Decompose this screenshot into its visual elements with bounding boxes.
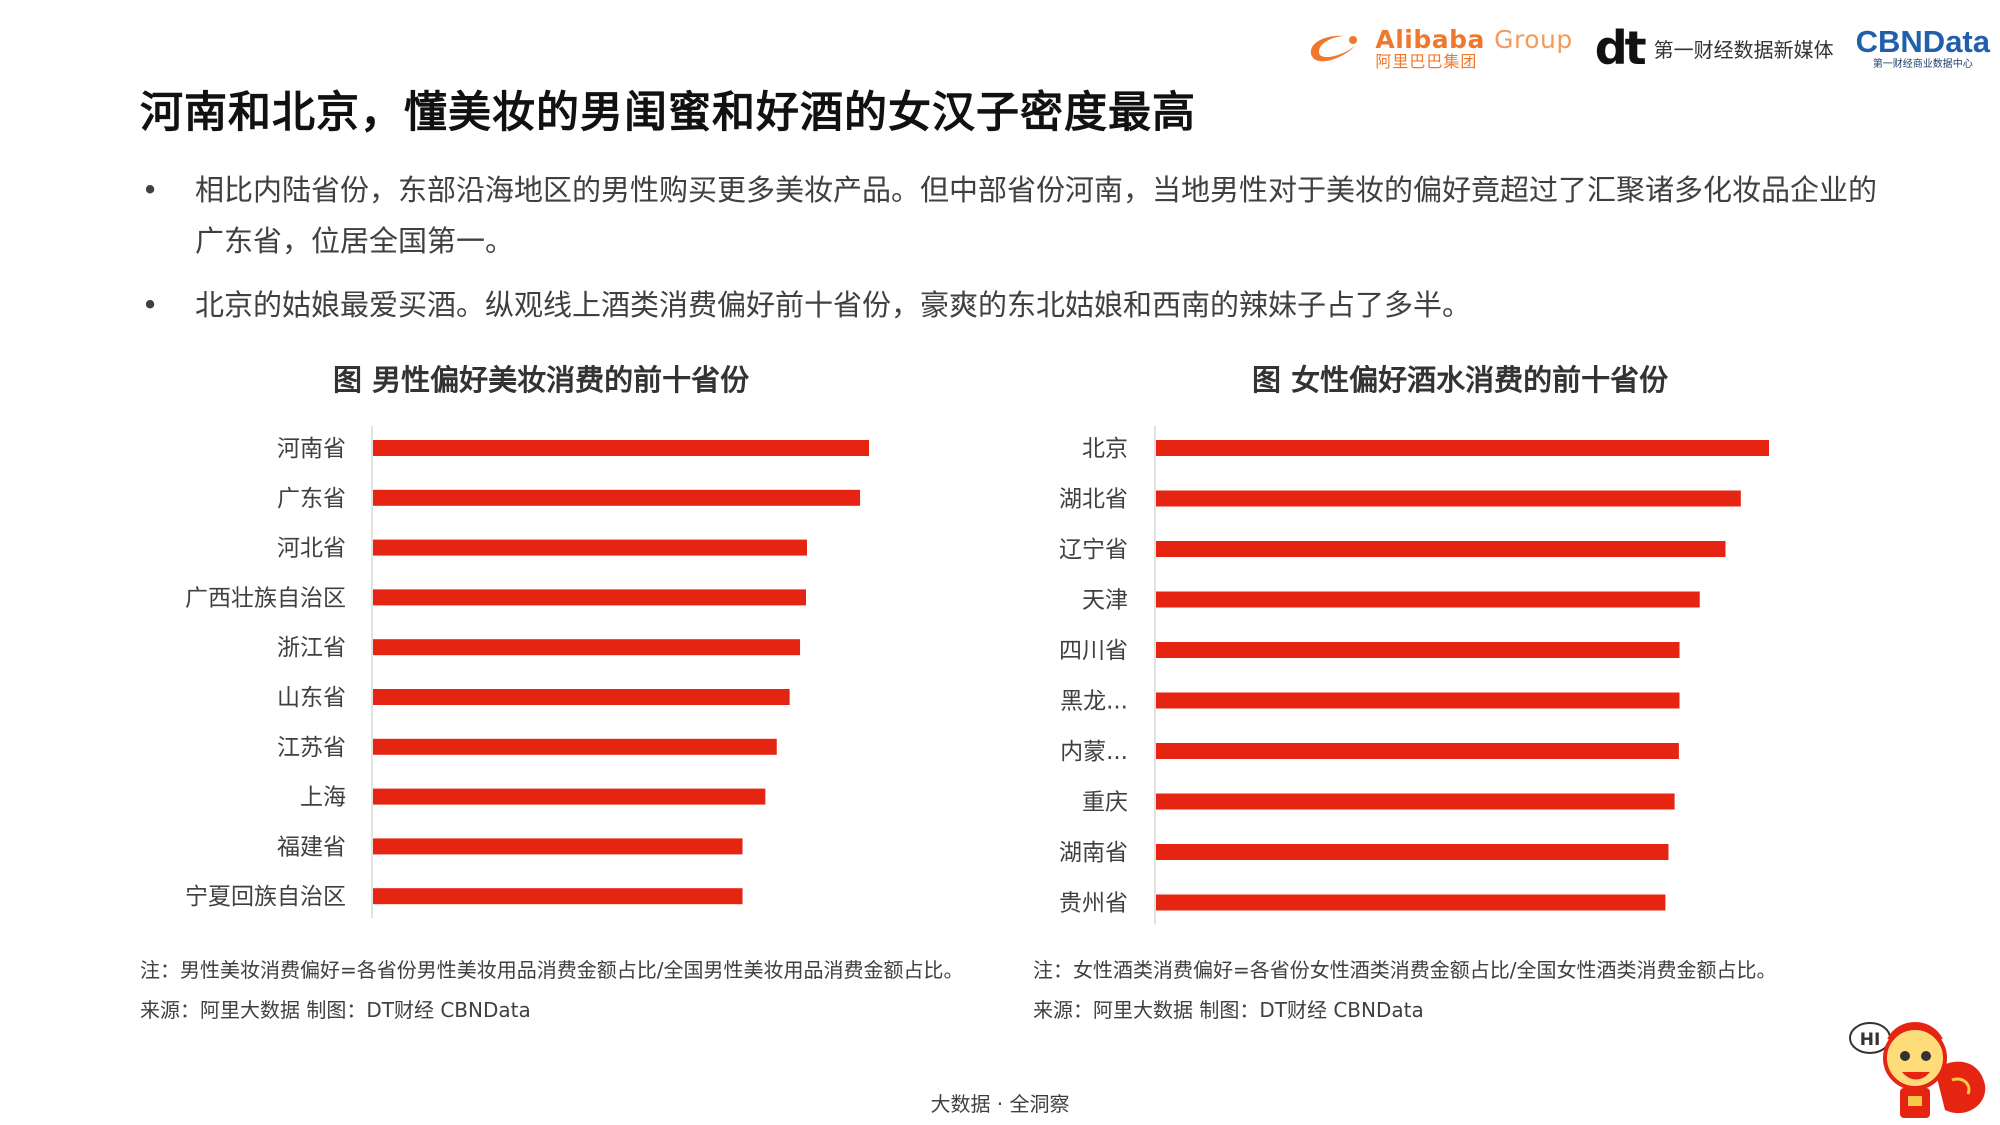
category-label: 上海	[300, 785, 346, 811]
dt-finance-text: 第一财经数据新媒体	[1653, 37, 1834, 62]
bullet-dot: •	[141, 173, 159, 207]
alibaba-group-logo: Alibaba Group 阿里巴巴集团	[1305, 27, 1572, 70]
category-label: 河北省	[277, 536, 346, 562]
bar	[1156, 541, 1726, 557]
bar	[1156, 743, 1679, 759]
bar	[1156, 591, 1700, 608]
bar	[1156, 692, 1680, 709]
footer-tagline: 大数据 · 全洞察	[930, 1092, 1070, 1116]
dt-mark: dt	[1594, 21, 1647, 75]
category-label: 贵州省	[1059, 891, 1128, 917]
category-label: 福建省	[277, 834, 346, 860]
bar	[1156, 793, 1675, 810]
bar	[1156, 894, 1666, 911]
bar	[1156, 844, 1669, 860]
category-label: 湖南省	[1059, 840, 1128, 866]
bar	[373, 639, 801, 656]
category-label: 辽宁省	[1059, 537, 1128, 563]
bar	[373, 489, 861, 506]
source-text: 来源：阿里大数据 制图：DT财经 CBNData	[140, 998, 531, 1022]
category-label: 广西壮族自治区	[185, 585, 346, 611]
header-logos: Alibaba Group 阿里巴巴集团 dt 第一财经数据新媒体 CBNDat…	[1305, 18, 1990, 78]
bar	[1156, 440, 1769, 456]
mascot-greeting: HI	[1860, 1030, 1881, 1050]
bullet-text: 相比内陆省份，东部沿海地区的男性购买更多美妆产品。但中部省份河南，当地男性对于美…	[195, 173, 1878, 258]
cbndata-logo: CBNData 第一财经商业数据中心	[1856, 26, 1990, 70]
chart-note-female-liquor: 注：女性酒类消费偏好=各省份女性酒类消费金额占比/全国女性酒类消费金额占比。 来…	[1033, 950, 1777, 1030]
lion-dance-mascot-icon: HI	[1849, 1022, 1986, 1118]
bullet-dot: •	[141, 288, 159, 322]
category-label: 广东省	[277, 486, 346, 512]
bar	[373, 888, 743, 905]
category-label: 四川省	[1059, 638, 1128, 664]
alibaba-wordmark: Alibaba	[1375, 24, 1485, 54]
alibaba-chinese-name: 阿里巴巴集团	[1375, 51, 1478, 71]
alibaba-group-word: Group	[1494, 24, 1573, 54]
bullet-list: • 相比内陆省份，东部沿海地区的男性购买更多美妆产品。但中部省份河南，当地男性对…	[140, 165, 1900, 344]
cbndata-wordmark: CBNData	[1855, 24, 1990, 59]
bar	[373, 788, 766, 805]
category-label: 重庆	[1082, 790, 1128, 816]
bullet-item: • 相比内陆省份，东部沿海地区的男性购买更多美妆产品。但中部省份河南，当地男性对…	[140, 165, 1900, 267]
source-text: 来源：阿里大数据 制图：DT财经 CBNData	[1033, 998, 1424, 1022]
category-label: 湖北省	[1059, 487, 1128, 513]
category-label: 山东省	[277, 685, 346, 711]
bar	[373, 539, 807, 556]
category-label: 河南省	[277, 436, 346, 462]
bar	[373, 440, 869, 456]
category-label: 浙江省	[277, 635, 346, 661]
bar	[1156, 642, 1680, 658]
category-label: 黑龙...	[1060, 689, 1128, 715]
bullet-item: • 北京的姑娘最爱买酒。纵观线上酒类消费偏好前十省份，豪爽的东北姑娘和西南的辣妹…	[140, 280, 1900, 331]
alibaba-swoosh-icon	[1311, 35, 1358, 62]
chart-title-female-liquor: 图 女性偏好酒水消费的前十省份	[1252, 363, 1669, 397]
category-label: 宁夏回族自治区	[185, 884, 346, 910]
bullet-text: 北京的姑娘最爱买酒。纵观线上酒类消费偏好前十省份，豪爽的东北姑娘和西南的辣妹子占…	[195, 288, 1472, 322]
category-label: 江苏省	[277, 735, 346, 761]
category-label: 天津	[1082, 588, 1128, 614]
note-text: 注：男性美妆消费偏好=各省份男性美妆用品消费金额占比/全国男性美妆用品消费金额占…	[140, 958, 964, 982]
category-label: 北京	[1082, 436, 1128, 462]
bar	[373, 738, 777, 755]
bar	[373, 589, 807, 606]
chart-title-male-beauty: 图 男性偏好美妆消费的前十省份	[333, 363, 750, 397]
category-label: 内蒙...	[1060, 739, 1128, 765]
dt-finance-logo: dt 第一财经数据新媒体	[1595, 25, 1834, 71]
cbndata-subtitle: 第一财经商业数据中心	[1872, 59, 1973, 70]
bar	[373, 838, 743, 855]
page-title: 河南和北京，懂美妆的男闺蜜和好酒的女汉子密度最高	[140, 88, 1196, 138]
chart-note-male-beauty: 注：男性美妆消费偏好=各省份男性美妆用品消费金额占比/全国男性美妆用品消费金额占…	[140, 950, 964, 1030]
bar	[1156, 490, 1741, 507]
bar	[373, 689, 790, 705]
note-text: 注：女性酒类消费偏好=各省份女性酒类消费金额占比/全国女性酒类消费金额占比。	[1033, 958, 1777, 982]
